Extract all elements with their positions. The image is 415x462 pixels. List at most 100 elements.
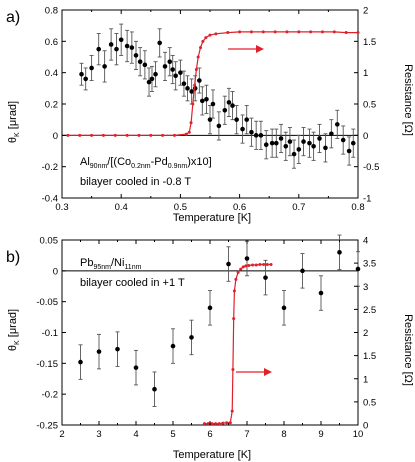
panel-b-x-tick-label: 6	[207, 429, 212, 440]
panel-b-x-tick-label: 8	[281, 429, 286, 440]
panel-b-arrow	[236, 368, 272, 376]
panel-a-resistance-point	[332, 30, 336, 34]
panel-b-resistance-point	[244, 264, 248, 268]
panel-a-kerr-point	[269, 140, 275, 146]
panel-b-resistance-point	[232, 317, 236, 321]
panel-b-x-ticks: 2 3 4 5 6 7 8 9 10	[59, 240, 363, 440]
panel-b-kerr-point	[226, 261, 231, 267]
panel-a-y2-tick-label: -1	[363, 194, 371, 205]
panel-b-y-ticks: -0.25 -0.2 -0.15 -0.1 -0.05 0 0.05	[36, 236, 66, 432]
panel-b-y-tick-label: -0.05	[36, 297, 58, 308]
panel-b-resistance-point	[221, 421, 225, 425]
panel-a-y-ticks: -0.4 -0.2 0 0.2 0.4 0.6 0.8	[42, 6, 66, 205]
panel-a-resistance-point	[137, 133, 141, 137]
panel-a-resistance-point	[208, 33, 212, 37]
panel-a-resistance-point	[285, 30, 289, 34]
panel-a-resistance-line	[67, 31, 358, 136]
panel-b-x-tick-label: 5	[170, 429, 175, 440]
panel-a: a) 0.3 0.4 0.5 0.6 0.7 0.8 -0.4 -0.2 0 0.2 0.4 0.6…	[6, 6, 414, 225]
panel-a-x-tick-label: 0.7	[292, 202, 305, 213]
panel-b-x-tick-label: 4	[133, 429, 138, 440]
panel-a-y2-tick-label: 0.5	[363, 100, 376, 111]
panel-a-y-tick-label: -0.2	[42, 162, 58, 173]
panel-a-x-ticks: 0.3 0.4 0.5 0.6 0.7 0.8	[55, 10, 365, 213]
panel-a-kerr-point	[153, 71, 158, 77]
panel-a-kerr-point	[79, 71, 84, 77]
panel-a-kerr-point	[340, 137, 346, 143]
panel-a-kerr-point	[89, 65, 94, 71]
panel-a-kerr-point	[323, 145, 328, 151]
panel-a-kerr-point	[200, 98, 205, 104]
panel-b-resistance-point	[228, 421, 232, 425]
panel-b-x-tick-label: 3	[96, 429, 101, 440]
panel-a-kerr-point	[185, 86, 190, 91]
panel-a-kerr-point	[137, 59, 143, 64]
panel-b-kerr-point	[263, 275, 268, 280]
panel-b-y2-tick-label: 2.5	[363, 305, 376, 316]
panel-a-kerr-point	[234, 117, 239, 122]
panel-b-resistance-point	[206, 422, 210, 426]
panel-a-kerr-point	[222, 107, 228, 113]
panel-a-kerr-point	[311, 144, 316, 149]
panel-b-kerr-point	[189, 335, 194, 340]
panel-b-y-tick-label: -0.25	[36, 421, 58, 432]
panel-a-resistance-point	[238, 30, 242, 34]
panel-a-kerr-point	[118, 37, 124, 43]
panel-a-sample-label: Al90nm/[(Co0.2nm-Pd0.9nm)x10]	[80, 156, 212, 170]
panel-a-kerr-point	[173, 73, 178, 79]
panel-b-kerr-point	[207, 305, 213, 311]
panel-a-y-tick-label: 0.2	[45, 100, 58, 111]
panel-a-kerr-point	[157, 40, 162, 46]
panel-b-kerr-point	[152, 386, 157, 392]
panel-a-kerr-point	[291, 151, 297, 157]
panel-a-y2-ticks: -1 -0.5 0 0.5 1 1.5 2	[354, 6, 379, 205]
panel-a-kerr-point	[274, 140, 279, 146]
panel-a-kerr-point	[181, 81, 187, 86]
panel-a-resistance-point	[196, 55, 200, 59]
panel-a-resistance-point	[320, 30, 324, 34]
panel-a-kerr-point	[296, 147, 302, 152]
panel-b-x-tick-label: 7	[244, 429, 249, 440]
panel-b-y2-tick-label: 3	[363, 282, 368, 293]
panel-a-resistance-point	[194, 68, 198, 72]
panel-b-sample-label: Pb95nm/Ni11nm	[80, 257, 142, 271]
panel-a-resistance-point	[189, 121, 193, 125]
panel-a-kerr-point	[301, 139, 306, 144]
panel-b-resistance-point	[239, 267, 243, 271]
panel-b-x-tick-label: 10	[353, 429, 364, 440]
panel-a-kerr-points	[79, 37, 356, 157]
panel-a-resistance-point	[193, 83, 197, 87]
panel-a-resistance-point	[101, 133, 105, 137]
panel-a-kerr-point	[287, 139, 293, 144]
panel-b-resistance-point	[258, 263, 262, 267]
panel-a-resistance-point	[226, 31, 230, 35]
panel-a-resistance-point	[125, 133, 129, 137]
panel-a-resistance-point	[201, 39, 205, 43]
panel-b-y2-tick-label: 0.5	[363, 397, 376, 408]
panel-b-resistance-point	[217, 422, 221, 426]
panel-a-cooling-label: bilayer cooled in -0.8 T	[80, 176, 191, 188]
panel-a-resistance-point	[261, 30, 265, 34]
panel-b-y2-tick-label: 1	[363, 374, 368, 385]
panel-b-kerr-point	[337, 250, 342, 255]
panel-b-resistance-point	[232, 289, 236, 293]
panel-a-arrow-head	[256, 45, 264, 53]
panel-b-kerr-point	[281, 305, 287, 311]
panel-a-kerr-point	[263, 142, 269, 148]
panel-a-kerr-point	[162, 64, 168, 69]
panel-b-resistance-line	[204, 263, 272, 425]
panel-a-x-tick-label: 0.8	[351, 202, 364, 213]
panel-b-kerr-point	[244, 256, 250, 261]
panel-b-resistance-point	[251, 263, 255, 267]
panel-b-kerr-point	[115, 346, 120, 352]
panel-a-resistance-point	[78, 133, 82, 137]
panel-b-y2-tick-label: 0	[363, 421, 368, 432]
panel-a-kerr-point	[114, 46, 119, 52]
panel-b-y2-ticks: 0 0.5 1 1.5 2 2.5 3 3.5 4	[354, 236, 376, 432]
panel-a-x-tick-label: 0.5	[174, 202, 187, 213]
panel-a-resistance-point	[199, 46, 203, 50]
panel-a-kerr-point	[317, 136, 322, 141]
panel-a-kerr-point	[149, 76, 155, 82]
panel-a-kerr-point	[170, 67, 176, 72]
panel-a-resistance-point	[113, 133, 117, 137]
